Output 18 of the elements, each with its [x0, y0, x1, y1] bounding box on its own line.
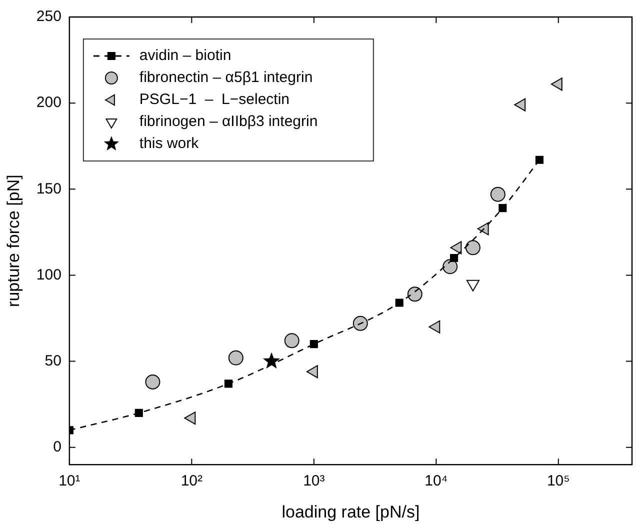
y-tick-label: 150 [36, 180, 62, 198]
x-tick-label: 10³ [303, 472, 325, 490]
y-tick-label: 250 [36, 8, 62, 26]
y-tick-label: 100 [36, 266, 62, 284]
legend-label: fibronectin – α5β1 integrin [139, 69, 313, 86]
y-tick-label: 200 [36, 94, 62, 112]
x-tick-label: 10⁴ [424, 472, 448, 490]
x-tick-label: 10⁵ [546, 472, 570, 490]
y-tick-label: 0 [53, 438, 62, 456]
legend-label: PSGL−1 – L−selectin [139, 91, 290, 108]
legend-label: fibrinogen – αIIbβ3 integrin [139, 113, 318, 130]
legend-label: this work [139, 135, 200, 152]
y-tick-label: 50 [44, 352, 62, 370]
legend-label: avidin – biotin [139, 47, 232, 64]
y-axis-title: rupture force [pN] [4, 174, 23, 307]
x-tick-label: 10¹ [58, 472, 80, 490]
x-tick-label: 10² [180, 472, 203, 490]
x-axis-title: loading rate [pN/s] [282, 502, 420, 522]
